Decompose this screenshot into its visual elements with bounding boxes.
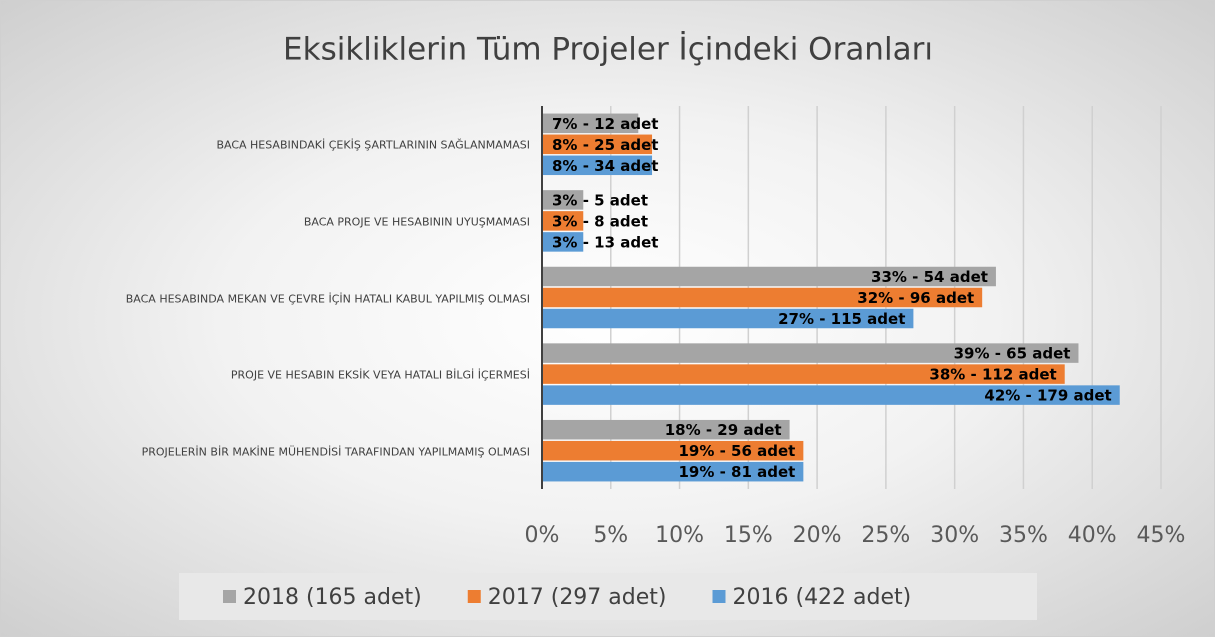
data-label: 39% - 65 adet [954,345,1071,363]
chart-title: Eksikliklerin Tüm Projeler İçindeki Oran… [283,32,933,68]
x-tick-label: 30% [930,523,979,548]
bar [542,287,983,308]
data-label: 32% - 96 adet [857,289,974,307]
data-label: 38% - 112 adet [929,366,1056,384]
bar [542,440,804,461]
y-tick-label: PROJELERİN BİR MAKİNE MÜHENDİSİ TARAFIND… [141,445,530,459]
legend-label: 2018 (165 adet) [243,585,422,610]
x-tick-label: 40% [1068,523,1117,548]
data-label: 3% - 5 adet [552,191,648,209]
x-tick-label: 20% [793,523,842,548]
bar [542,364,1065,384]
x-tick-label: 35% [999,523,1048,548]
bar [542,155,653,176]
x-tick-label: 10% [655,523,704,548]
legend-label: 2016 (422 adet) [733,585,912,610]
data-label: 3% - 8 adet [552,212,648,230]
x-tick-label: 45% [1137,523,1186,548]
x-tick-label: 25% [861,523,910,548]
x-tick-label: 5% [593,523,628,548]
data-label: 8% - 25 adet [552,136,658,154]
category-label-box: PROJE VE HESABIN EKSİK VEYA HATALI BİLGİ… [10,364,530,385]
y-tick-label: BACA HESABINDAKİ ÇEKİŞ ŞARTLARININ SAĞLA… [216,138,530,152]
data-label: 18% - 29 adet [665,421,782,439]
bar [542,461,804,482]
legend-label: 2017 (297 adet) [488,585,667,610]
category-label-box: BACA HESABINDA MEKAN VE ÇEVRE İÇİN HATAL… [10,287,530,308]
y-tick-label: PROJE VE HESABIN EKSİK VEYA HATALI BİLGİ… [230,368,530,382]
data-label: 7% - 12 adet [552,115,658,133]
legend-swatch [467,590,481,603]
legend-box [179,573,1037,620]
x-tick-label: 15% [724,523,773,548]
data-label: 3% - 13 adet [552,233,658,251]
data-label: 42% - 179 adet [984,387,1111,405]
bar [542,419,790,440]
data-label: 27% - 115 adet [778,310,905,328]
bar [542,113,639,134]
bar [542,211,584,231]
data-label: 8% - 34 adet [552,157,658,175]
x-tick-label: 0% [525,523,560,548]
bar [542,190,584,210]
bar [542,308,914,329]
data-label: 33% - 54 adet [871,268,988,286]
bar [542,266,996,287]
bar [542,134,653,155]
y-tick-label: BACA PROJE VE HESABININ UYUŞMAMASI [303,215,530,229]
legend-swatch [223,590,236,603]
legend-swatch [712,590,726,603]
data-label: 19% - 56 adet [678,442,795,460]
category-label-box: PROJELERİN BİR MAKİNE MÜHENDİSİ TARAFIND… [10,440,530,461]
y-tick-label: BACA HESABINDA MEKAN VE ÇEVRE İÇİN HATAL… [125,292,530,305]
bar [542,343,1079,363]
bar [542,232,584,252]
data-label: 19% - 81 adet [678,463,795,481]
category-label-box: BACA HESABINDAKİ ÇEKİŞ ŞARTLARININ SAĞLA… [10,134,530,155]
category-label-box: BACA PROJE VE HESABININ UYUŞMAMASI [10,210,530,231]
bar [542,385,1120,405]
